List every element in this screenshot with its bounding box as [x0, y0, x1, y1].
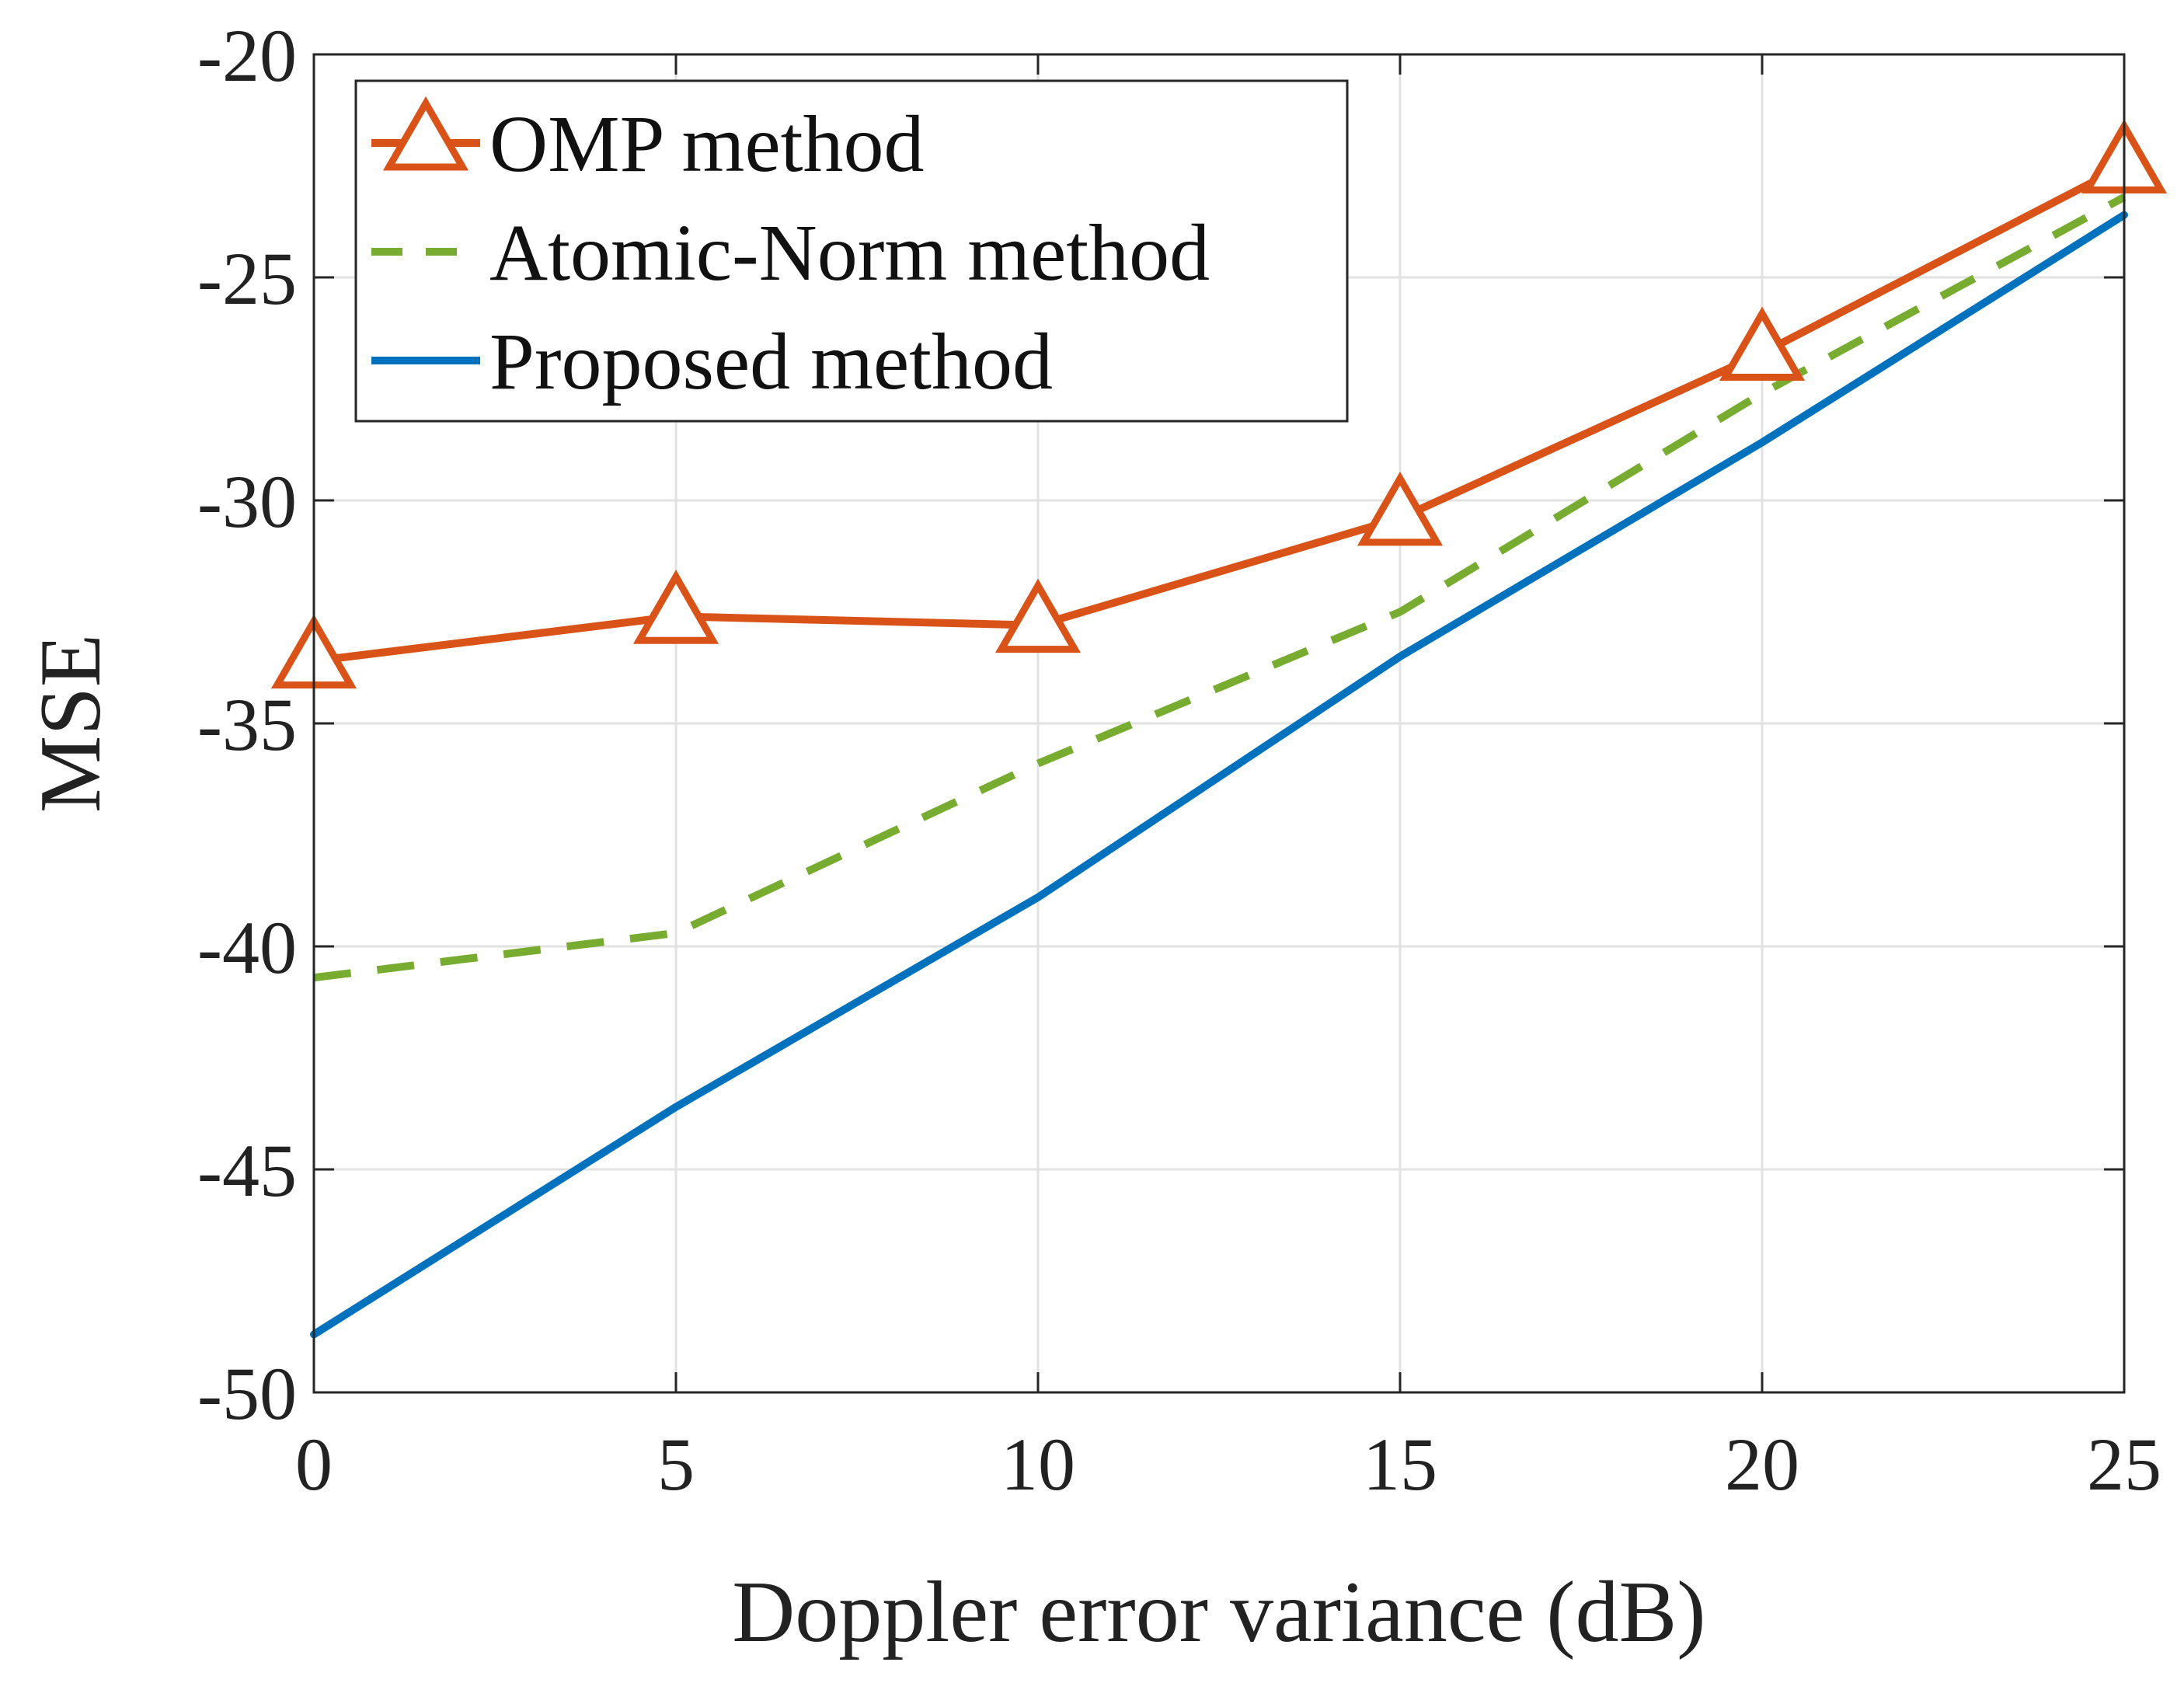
data-point-marker: [632, 570, 719, 644]
data-point-marker: [994, 578, 1082, 653]
legend: OMP method Atomic-Norm method Proposed met…: [354, 79, 1349, 423]
x-tick-label: 20: [1725, 1423, 1799, 1506]
y-tick-label: -25: [197, 237, 297, 320]
x-tick-label: 15: [1363, 1423, 1437, 1506]
tick-labels: 0 5 10 15 20 25 -50 -45 -40 -35 -30 -25 -20: [197, 14, 2161, 1506]
y-tick-label: -45: [197, 1129, 297, 1212]
x-tick-label: 0: [295, 1423, 333, 1506]
legend-marker: [382, 96, 469, 171]
y-tick-label: -20: [197, 14, 297, 97]
legend-label: OMP method: [489, 99, 925, 189]
y-axis-label: MSE: [23, 634, 119, 813]
y-tick-label: -40: [197, 906, 297, 989]
x-axis-label: Doppler error variance (dB): [732, 1564, 1705, 1660]
series-line-omp-method: [310, 162, 2128, 665]
x-tick-label: 10: [1001, 1423, 1075, 1506]
y-tick-label: -35: [197, 683, 297, 766]
data-point-marker: [1719, 306, 1806, 382]
data-point-marker: [1357, 471, 1444, 546]
legend-box: [354, 79, 1349, 423]
series-line-atomic-norm-method: [313, 193, 2127, 982]
y-tick-label: -50: [197, 1352, 297, 1435]
legend-label: Proposed method: [489, 317, 1053, 406]
x-tick-label: 25: [2087, 1423, 2161, 1506]
legend-label: Atomic-Norm method: [489, 208, 1210, 298]
series-line-proposed-method: [310, 211, 2128, 1339]
axis-ticks: [312, 53, 2126, 1394]
y-tick-label: -30: [197, 460, 297, 543]
x-tick-label: 5: [657, 1423, 695, 1506]
